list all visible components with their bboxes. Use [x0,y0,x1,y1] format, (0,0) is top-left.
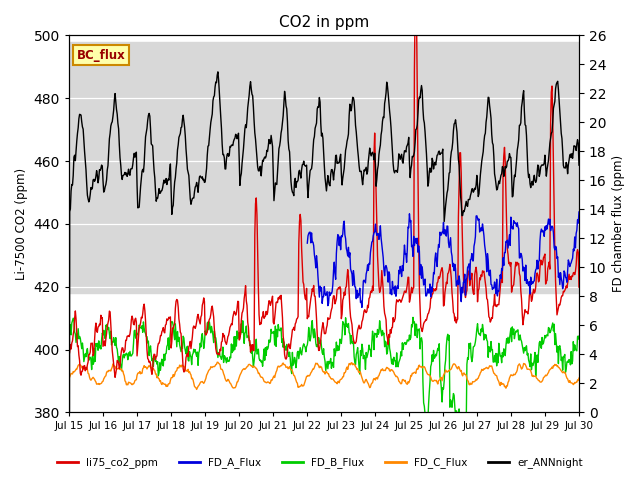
Legend: li75_co2_ppm, FD_A_Flux, FD_B_Flux, FD_C_Flux, er_ANNnight: li75_co2_ppm, FD_A_Flux, FD_B_Flux, FD_C… [52,453,588,472]
Text: BC_flux: BC_flux [77,48,125,61]
Y-axis label: FD chamber flux (ppm): FD chamber flux (ppm) [612,156,625,292]
Title: CO2 in ppm: CO2 in ppm [279,15,369,30]
Y-axis label: Li-7500 CO2 (ppm): Li-7500 CO2 (ppm) [15,168,28,280]
Bar [69,42,579,293]
